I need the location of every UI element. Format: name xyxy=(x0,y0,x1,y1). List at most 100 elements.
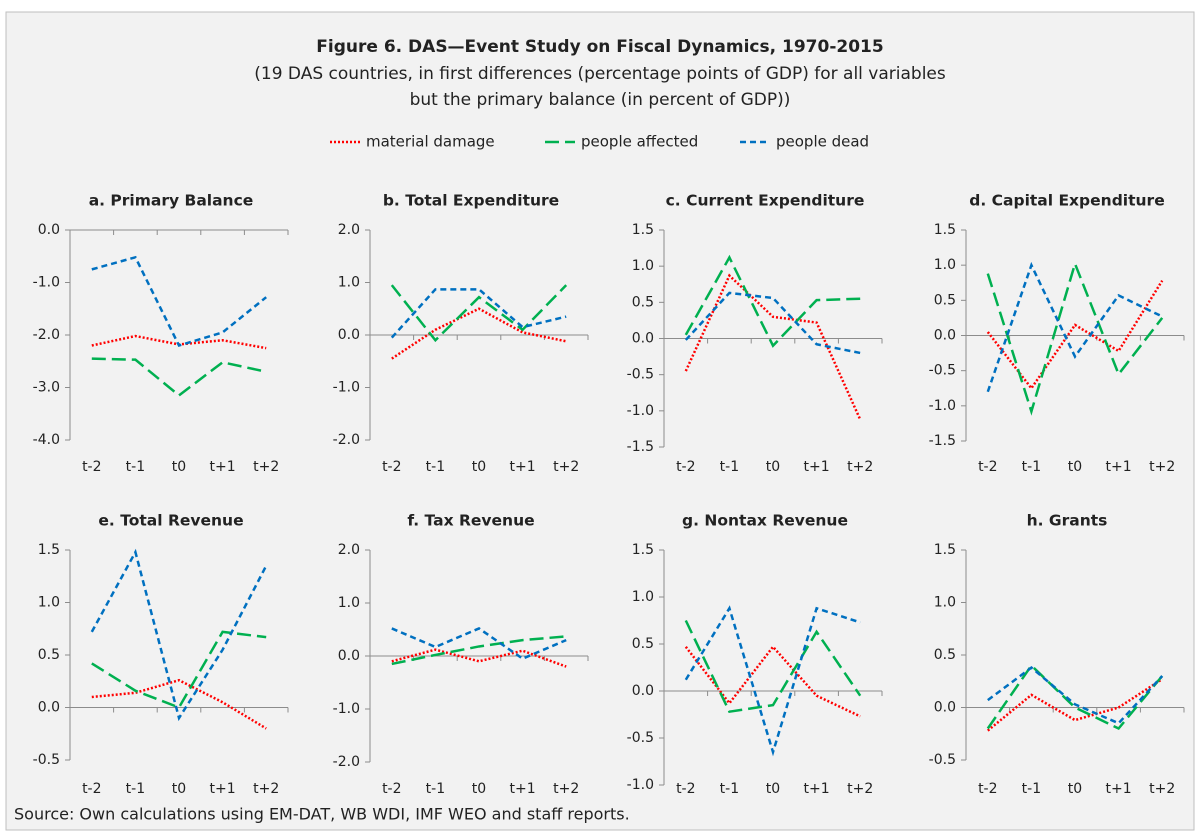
y-tick-label: 2.0 xyxy=(338,542,360,558)
series-line xyxy=(986,261,1163,393)
y-tick-label: 1.0 xyxy=(934,595,956,611)
y-tick-label: -1.0 xyxy=(33,275,60,291)
x-tick-label: t0 xyxy=(472,781,486,797)
y-tick-label: -0.5 xyxy=(627,730,654,746)
series-line xyxy=(684,291,861,355)
x-tick-label: t+2 xyxy=(553,459,579,475)
y-tick-label: 2.0 xyxy=(338,222,360,238)
x-tick-label: t+2 xyxy=(1149,781,1175,797)
x-tick-label: t+1 xyxy=(804,781,830,797)
panel-title: f. Tax Revenue xyxy=(407,512,534,530)
y-tick-label: 0.5 xyxy=(38,647,60,663)
panel-title: e. Total Revenue xyxy=(98,512,243,530)
y-tick-label: -1.0 xyxy=(627,403,654,419)
series-line xyxy=(91,255,267,348)
y-tick-label: 0.5 xyxy=(632,636,654,652)
y-tick-label: 1.5 xyxy=(934,542,956,558)
y-tick-label: 0.0 xyxy=(38,700,60,716)
x-tick-label: t-2 xyxy=(382,459,401,475)
y-tick-label: 0.0 xyxy=(632,331,654,347)
series-line xyxy=(391,307,567,360)
legend-label: people affected xyxy=(581,133,698,151)
x-tick-label: t0 xyxy=(1068,459,1082,475)
y-tick-label: -2.0 xyxy=(333,432,360,448)
x-tick-label: t-1 xyxy=(126,459,145,475)
y-tick-label: 1.0 xyxy=(338,595,360,611)
series-line xyxy=(91,357,267,397)
y-tick-label: 1.5 xyxy=(632,542,654,558)
x-tick-label: t-2 xyxy=(978,459,997,475)
series-line xyxy=(986,259,1164,416)
y-tick-label: 0.0 xyxy=(934,328,956,344)
x-tick-label: t-2 xyxy=(978,781,997,797)
series-line xyxy=(684,605,861,757)
x-tick-label: t+2 xyxy=(253,459,279,475)
x-tick-label: t-1 xyxy=(1022,459,1041,475)
y-tick-label: 0.0 xyxy=(338,648,360,664)
y-tick-label: -2.0 xyxy=(333,754,360,770)
y-tick-label: 0.0 xyxy=(38,222,60,238)
x-tick-label: t-1 xyxy=(126,781,145,797)
y-tick-label: -4.0 xyxy=(33,432,60,448)
y-tick-label: -0.5 xyxy=(929,363,956,379)
y-tick-label: -1.0 xyxy=(929,398,956,414)
series-line xyxy=(391,627,567,661)
series-line xyxy=(390,284,568,343)
x-tick-label: t-2 xyxy=(82,781,101,797)
panel-title: g. Nontax Revenue xyxy=(682,512,848,530)
x-tick-label: t-2 xyxy=(382,781,401,797)
y-tick-label: -3.0 xyxy=(33,380,60,396)
y-tick-label: 0.0 xyxy=(338,327,360,343)
series-line xyxy=(90,548,268,722)
x-tick-label: t-1 xyxy=(720,459,739,475)
panel-title: d. Capital Expenditure xyxy=(969,192,1164,210)
series-line xyxy=(986,663,1164,731)
series-line xyxy=(986,279,1164,391)
y-tick-label: 0.0 xyxy=(632,683,654,699)
y-tick-label: 1.5 xyxy=(934,222,956,238)
source-note: Source: Own calculations using EM-DAT, W… xyxy=(14,805,630,824)
x-tick-label: t-2 xyxy=(676,459,695,475)
y-tick-label: -1.0 xyxy=(627,777,654,793)
series-line xyxy=(987,678,1163,732)
x-tick-label: t-1 xyxy=(426,781,445,797)
x-tick-label: t+1 xyxy=(510,459,536,475)
x-tick-label: t0 xyxy=(472,459,486,475)
y-tick-label: -2.0 xyxy=(33,327,60,343)
x-tick-label: t0 xyxy=(1068,781,1082,797)
series-line xyxy=(390,288,567,339)
panel-title: c. Current Expenditure xyxy=(666,192,865,210)
y-tick-label: -1.5 xyxy=(929,433,956,449)
y-tick-label: -1.0 xyxy=(333,380,360,396)
y-tick-label: -0.5 xyxy=(929,752,956,768)
x-tick-label: t0 xyxy=(172,459,186,475)
x-tick-label: t0 xyxy=(172,781,186,797)
x-tick-label: t-1 xyxy=(720,781,739,797)
series-line xyxy=(391,635,567,666)
x-tick-label: t+1 xyxy=(210,459,236,475)
x-tick-label: t+2 xyxy=(847,459,873,475)
figure-title: Figure 6. DAS—Event Study on Fiscal Dyna… xyxy=(316,37,883,57)
x-tick-label: t-2 xyxy=(676,781,695,797)
series-line xyxy=(684,254,861,348)
y-tick-label: 1.5 xyxy=(38,542,60,558)
panel-title: h. Grants xyxy=(1027,512,1108,530)
x-tick-label: t+2 xyxy=(553,781,579,797)
figure-subtitle: but the primary balance (in percent of G… xyxy=(410,90,791,110)
x-tick-label: t0 xyxy=(766,781,780,797)
y-tick-label: 1.0 xyxy=(632,258,654,274)
y-tick-label: 1.0 xyxy=(38,595,60,611)
y-tick-label: -0.5 xyxy=(33,752,60,768)
y-tick-label: 0.5 xyxy=(934,292,956,308)
x-tick-label: t+1 xyxy=(210,781,236,797)
y-tick-label: 1.0 xyxy=(338,275,360,291)
series-line xyxy=(91,678,267,730)
x-tick-label: t+1 xyxy=(510,781,536,797)
x-tick-label: t-1 xyxy=(1022,781,1041,797)
panel-title: a. Primary Balance xyxy=(89,192,254,210)
y-tick-label: 0.0 xyxy=(934,700,956,716)
y-tick-label: 0.5 xyxy=(632,294,654,310)
y-tick-label: 1.5 xyxy=(632,222,654,238)
x-tick-label: t+2 xyxy=(1149,459,1175,475)
